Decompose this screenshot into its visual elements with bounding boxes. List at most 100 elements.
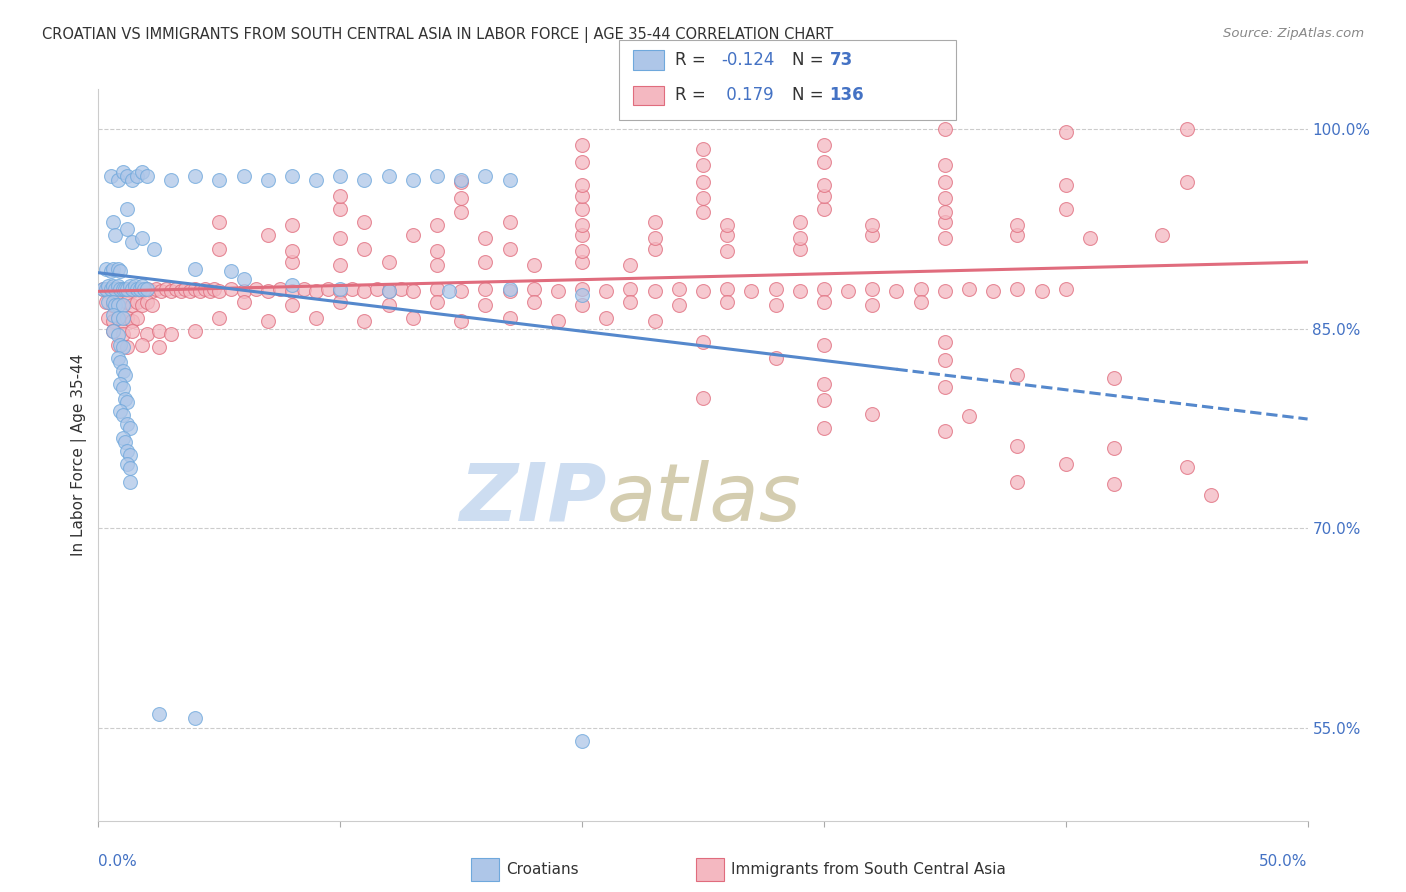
Point xyxy=(353,313,375,327)
Point xyxy=(135,282,157,296)
Point xyxy=(281,285,304,299)
Point xyxy=(450,172,472,186)
Point xyxy=(118,421,141,435)
Point xyxy=(111,364,134,378)
Point xyxy=(377,298,399,312)
Point xyxy=(813,178,835,192)
Point xyxy=(474,169,496,183)
Point xyxy=(117,340,139,354)
Point xyxy=(316,282,339,296)
Point xyxy=(184,282,207,296)
Point xyxy=(184,169,207,183)
Point xyxy=(97,279,120,293)
Point xyxy=(131,279,153,293)
Point xyxy=(245,282,267,296)
Point xyxy=(305,310,328,325)
Point xyxy=(1152,228,1174,243)
Point xyxy=(107,351,129,365)
Point xyxy=(934,158,956,172)
Point xyxy=(813,295,835,310)
Point xyxy=(194,282,217,296)
Point xyxy=(121,313,143,327)
Point xyxy=(117,282,139,296)
Point xyxy=(121,324,143,338)
Point xyxy=(644,285,666,299)
Point xyxy=(108,377,131,392)
Point xyxy=(934,122,956,136)
Point xyxy=(118,461,141,475)
Point xyxy=(281,255,304,269)
Point xyxy=(402,285,425,299)
Point xyxy=(107,295,129,310)
Point xyxy=(934,231,956,245)
Point xyxy=(1102,477,1125,491)
Point xyxy=(100,282,122,296)
Point xyxy=(292,282,315,296)
Point xyxy=(107,328,129,343)
Point xyxy=(377,169,399,183)
Point xyxy=(571,244,593,259)
Point xyxy=(644,215,666,229)
Point xyxy=(107,298,129,312)
Point xyxy=(813,337,835,351)
Point xyxy=(111,310,134,325)
Point xyxy=(571,188,593,202)
Point xyxy=(474,231,496,245)
Point xyxy=(165,282,187,296)
Point xyxy=(91,282,114,296)
Point xyxy=(107,172,129,186)
Point xyxy=(813,155,835,169)
Point xyxy=(117,444,139,458)
Point xyxy=(121,282,143,296)
Point xyxy=(813,377,835,392)
Point xyxy=(111,381,134,395)
Point xyxy=(571,288,593,302)
Point xyxy=(127,282,149,296)
Text: ZIP: ZIP xyxy=(458,459,606,538)
Point xyxy=(111,326,134,341)
Point xyxy=(426,218,449,232)
Point xyxy=(141,285,163,299)
Point xyxy=(644,231,666,245)
Point xyxy=(860,228,883,243)
Point xyxy=(184,261,207,276)
Point xyxy=(94,282,117,296)
Point xyxy=(934,353,956,368)
Point xyxy=(100,264,122,278)
Point xyxy=(353,172,375,186)
Point xyxy=(342,282,364,296)
Point xyxy=(269,282,291,296)
Point xyxy=(910,282,932,296)
Text: Croatians: Croatians xyxy=(506,863,579,877)
Point xyxy=(426,169,449,183)
Point xyxy=(160,326,183,341)
Point xyxy=(107,337,129,351)
Point xyxy=(117,282,139,296)
Point xyxy=(111,298,134,312)
Point xyxy=(148,324,170,338)
Point xyxy=(716,295,738,310)
Point xyxy=(789,242,811,256)
Point xyxy=(1007,228,1029,243)
Point xyxy=(353,285,375,299)
Text: R =: R = xyxy=(675,87,711,104)
Text: -0.124: -0.124 xyxy=(721,51,775,69)
Point xyxy=(426,258,449,272)
Point xyxy=(402,172,425,186)
Point xyxy=(813,282,835,296)
Point xyxy=(281,169,304,183)
Point xyxy=(571,255,593,269)
Point xyxy=(111,282,134,296)
Point xyxy=(131,298,153,312)
Point xyxy=(184,711,207,725)
Point xyxy=(256,172,278,186)
Point xyxy=(1007,439,1029,453)
Point xyxy=(305,172,328,186)
Point xyxy=(1175,122,1198,136)
Point xyxy=(131,231,153,245)
Point xyxy=(547,313,569,327)
Point xyxy=(107,261,129,276)
Point xyxy=(117,457,139,471)
Point xyxy=(131,164,153,178)
Point xyxy=(813,138,835,153)
